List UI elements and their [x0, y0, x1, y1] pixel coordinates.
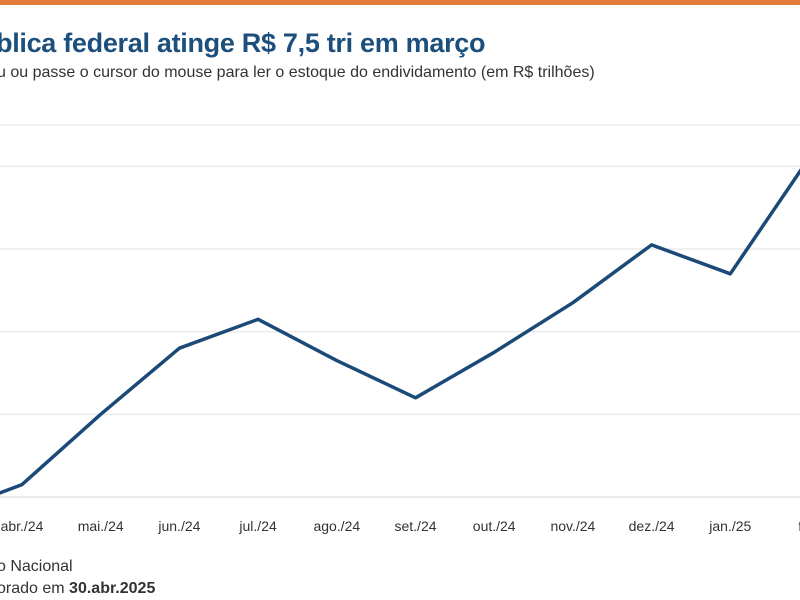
top-accent-rule: [0, 0, 800, 5]
series-line[interactable]: [0, 158, 800, 495]
x-tick-label: ago./24: [313, 518, 360, 534]
updated-date: 30.abr.2025: [69, 580, 156, 597]
data-series[interactable]: [0, 152, 800, 499]
data-point[interactable]: [95, 408, 107, 420]
x-tick-label: dez./24: [629, 518, 675, 534]
x-tick-label: nov./24: [550, 518, 595, 534]
updated-note: orado em 30.abr.2025: [0, 580, 155, 598]
data-point[interactable]: [16, 479, 28, 491]
data-point[interactable]: [488, 346, 500, 358]
x-tick-label: out./24: [473, 518, 516, 534]
data-point[interactable]: [252, 313, 264, 325]
x-tick-label: mai./24: [78, 518, 124, 534]
gridlines: [0, 124, 800, 498]
x-tick-label: fev.: [798, 518, 800, 534]
data-point[interactable]: [567, 297, 579, 309]
chart-subtitle: u ou passe o cursor do mouse para ler o …: [0, 64, 595, 81]
x-tick-labels: abr./24 mai./24 jun./24 jul./24 ago./24 set./…: [1, 518, 800, 534]
x-tick-label: jun./24: [157, 518, 200, 534]
source-note: o Nacional: [0, 558, 73, 575]
data-point[interactable]: [724, 268, 736, 280]
data-point[interactable]: [331, 355, 343, 367]
data-point[interactable]: [173, 342, 185, 354]
data-point[interactable]: [410, 392, 422, 404]
updated-prefix: orado em: [0, 580, 70, 597]
x-tick-label: set./24: [394, 518, 436, 534]
x-tick-label: jan./25: [708, 518, 751, 534]
data-point[interactable]: [646, 239, 658, 251]
chart-title: blica federal atinge R$ 7,5 tri em março: [0, 28, 486, 58]
x-tick-label: abr./24: [1, 518, 44, 534]
x-tick-label: jul./24: [238, 518, 277, 534]
